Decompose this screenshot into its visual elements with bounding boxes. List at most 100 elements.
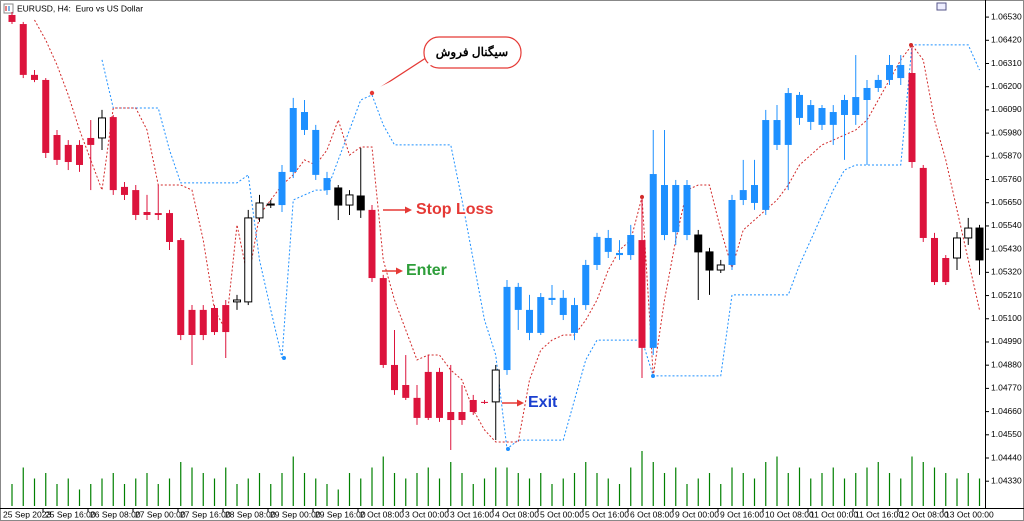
line-dots bbox=[282, 43, 913, 451]
x-tick-label: 10 Oct 08:00 bbox=[765, 509, 814, 519]
candle-body bbox=[132, 190, 140, 215]
candle-body bbox=[694, 234, 703, 253]
candle-body bbox=[627, 235, 635, 256]
candle-body bbox=[762, 120, 770, 210]
y-tick-label: 1.04550 bbox=[991, 429, 1022, 439]
candle-body bbox=[716, 264, 725, 271]
candle-body bbox=[964, 227, 973, 239]
x-tick-label: 29 Sep 00:00 bbox=[270, 509, 321, 519]
candle-body bbox=[526, 309, 533, 333]
x-tick-label: 27 Sep 16:00 bbox=[180, 509, 231, 519]
x-tick-label: 25 Sep 16:00 bbox=[45, 509, 96, 519]
candle-body bbox=[436, 371, 443, 418]
candle-body bbox=[53, 135, 61, 160]
candle-body bbox=[728, 199, 736, 265]
x-tick-label: 28 Sep 08:00 bbox=[225, 509, 276, 519]
x-tick-label: 13 Oct 00:00 bbox=[945, 509, 994, 519]
candle-body bbox=[402, 385, 410, 398]
candle-body bbox=[886, 64, 893, 80]
stop-loss-arrow bbox=[383, 206, 412, 214]
candle-body bbox=[188, 309, 196, 336]
candle-body bbox=[897, 64, 905, 79]
candle-body bbox=[863, 87, 871, 100]
y-tick-label: 1.04660 bbox=[991, 406, 1022, 416]
candle-body bbox=[571, 305, 578, 333]
x-tick-label: 9 Oct 16:00 bbox=[720, 509, 764, 519]
y-tick-label: 1.05760 bbox=[991, 174, 1022, 184]
candle-body bbox=[98, 117, 106, 139]
x-tick-label: 29 Sep 16:00 bbox=[315, 509, 366, 519]
candle-body bbox=[807, 105, 815, 122]
candle-body bbox=[739, 190, 747, 200]
candle-body bbox=[121, 186, 128, 195]
candle-body bbox=[751, 185, 758, 203]
y-tick-label: 1.04440 bbox=[991, 452, 1022, 462]
y-tick-label: 1.04880 bbox=[991, 359, 1022, 369]
x-tick-label: 9 Oct 00:00 bbox=[675, 509, 719, 519]
y-tick-label: 1.06090 bbox=[991, 104, 1022, 114]
exit-label: Exit bbox=[528, 394, 558, 411]
y-tick-label: 1.06530 bbox=[991, 11, 1022, 21]
y-tick-label: 1.05430 bbox=[991, 243, 1022, 253]
candle-body bbox=[31, 74, 38, 80]
candle-body bbox=[447, 412, 455, 421]
candle-body bbox=[503, 286, 511, 371]
candle-body bbox=[649, 174, 657, 348]
x-tick-label: 3 Oct 00:00 bbox=[405, 509, 449, 519]
candle-body bbox=[953, 237, 961, 259]
candle-body bbox=[379, 278, 387, 365]
candle-body bbox=[593, 236, 601, 265]
y-tick-label: 1.06420 bbox=[991, 35, 1022, 45]
corner-icon bbox=[936, 2, 947, 11]
y-tick-label: 1.05320 bbox=[991, 267, 1022, 277]
candle-body bbox=[244, 217, 253, 303]
x-tick-label: 5 Oct 16:00 bbox=[585, 509, 629, 519]
candle-body bbox=[582, 264, 590, 306]
candle-body bbox=[301, 112, 308, 130]
candle-body bbox=[908, 72, 916, 163]
x-tick-label: 11 Oct 00:00 bbox=[810, 509, 858, 519]
candle-body bbox=[334, 187, 343, 206]
candle-body bbox=[537, 297, 545, 333]
x-tick-label: 3 Oct 16:00 bbox=[450, 509, 494, 519]
candle-body bbox=[491, 369, 500, 403]
candle-body bbox=[323, 178, 331, 191]
candle-body bbox=[638, 240, 646, 348]
sell-signal-callout: سیگنال فروش bbox=[369, 36, 522, 96]
candle-body bbox=[8, 14, 16, 22]
enter-label: Enter bbox=[406, 262, 447, 279]
candle-body bbox=[278, 171, 286, 206]
candle-body bbox=[64, 144, 72, 163]
volume-layer bbox=[11, 451, 981, 506]
candle-body bbox=[458, 412, 466, 421]
indicator-line bbox=[34, 19, 980, 443]
y-tick-label: 1.06200 bbox=[991, 81, 1022, 91]
candle-body bbox=[931, 237, 938, 283]
y-tick-label: 1.05100 bbox=[991, 313, 1022, 323]
candle-body bbox=[199, 309, 207, 336]
x-tick-label: 27 Sep 00:00 bbox=[135, 509, 186, 519]
candle-body bbox=[818, 108, 826, 125]
candle-body bbox=[154, 213, 162, 215]
indicator-line bbox=[101, 44, 980, 450]
candle-body bbox=[211, 308, 218, 333]
candle-body bbox=[266, 203, 275, 206]
exit-arrow bbox=[502, 399, 524, 407]
candle-body bbox=[481, 401, 488, 403]
candle-body bbox=[413, 397, 421, 418]
candle-body bbox=[514, 286, 522, 310]
candle-body bbox=[852, 97, 860, 115]
candle-body bbox=[683, 185, 691, 236]
candle-body bbox=[368, 209, 376, 279]
candle-body bbox=[312, 129, 320, 175]
candle-body bbox=[616, 252, 623, 256]
candle-body bbox=[975, 227, 984, 261]
x-tick-label: 26 Sep 08:00 bbox=[90, 509, 141, 519]
x-tick-label: 5 Oct 00:00 bbox=[540, 509, 584, 519]
candle-body bbox=[548, 297, 556, 300]
candle-body bbox=[942, 258, 950, 283]
x-tick-label: 2 Oct 08:00 bbox=[360, 509, 404, 519]
candle-body bbox=[829, 112, 837, 125]
